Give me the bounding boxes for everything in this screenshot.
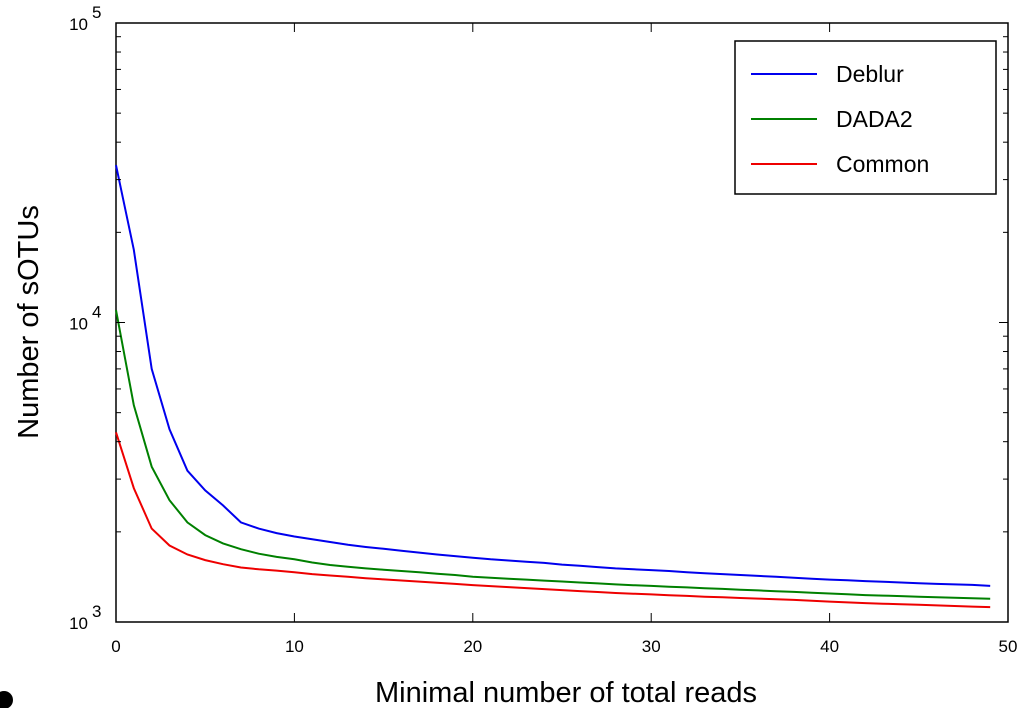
x-tick-label: 40	[820, 637, 839, 656]
x-tick-label: 20	[463, 637, 482, 656]
x-tick-label: 10	[285, 637, 304, 656]
y-tick-label-exponent: 3	[92, 602, 101, 621]
x-axis-title: Minimal number of total reads	[375, 677, 757, 708]
x-tick-label: 0	[111, 637, 120, 656]
series-line-deblur	[115, 164, 991, 587]
y-tick-label-exponent: 4	[92, 303, 101, 322]
y-tick-label-base: 10	[69, 614, 88, 633]
y-axis-title: Number of sOTUs	[13, 205, 45, 439]
x-tick-label: 30	[642, 637, 661, 656]
partial-dot	[0, 691, 13, 708]
series-line-dada2	[115, 309, 991, 600]
legend: Deblur DADA2 Common	[734, 40, 997, 195]
y-tick-label-base: 10	[69, 15, 88, 34]
legend-label-deblur: Deblur	[836, 61, 904, 87]
series-layer	[115, 164, 991, 609]
x-tick-label: 50	[999, 637, 1018, 656]
y-tick-label-exponent: 5	[92, 3, 101, 22]
legend-label-common: Common	[836, 151, 929, 177]
legend-box	[734, 40, 997, 195]
legend-label-dada2: DADA2	[836, 106, 913, 132]
y-tick-label-base: 10	[69, 315, 88, 334]
series-line-common	[115, 431, 991, 609]
